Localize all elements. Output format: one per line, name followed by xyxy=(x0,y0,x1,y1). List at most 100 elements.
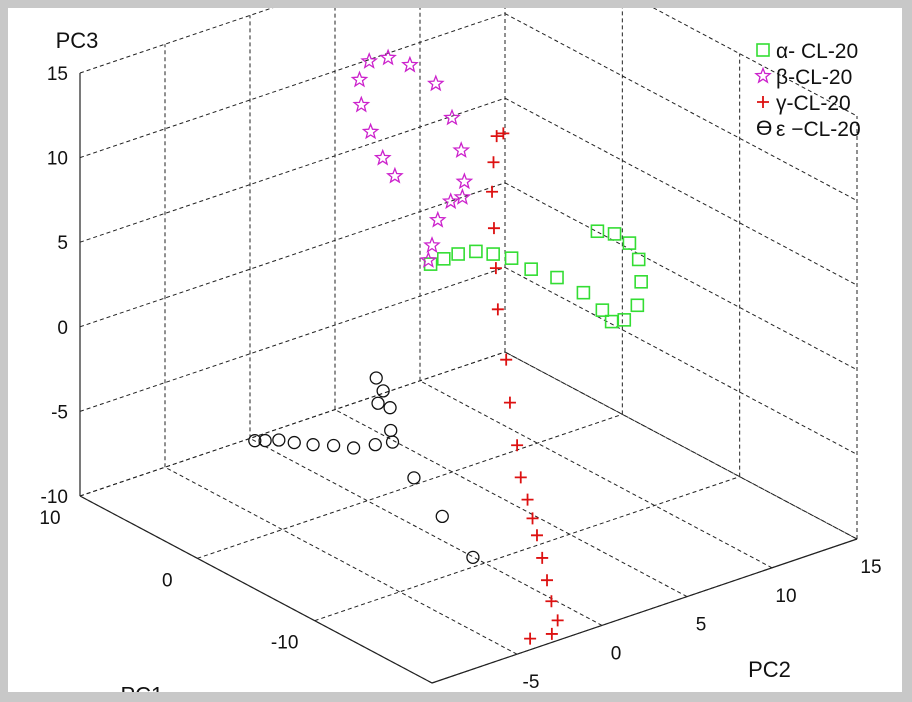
data-point xyxy=(385,166,404,184)
x-tick-label: 0 xyxy=(162,570,173,591)
data-point xyxy=(631,252,646,267)
gridline-y-floor xyxy=(164,466,518,655)
data-point xyxy=(452,141,471,158)
data-point xyxy=(407,471,421,485)
data-point xyxy=(526,512,539,525)
data-point xyxy=(248,434,262,448)
data-point xyxy=(436,252,451,266)
data-point xyxy=(443,108,461,126)
z-tick-label: 15 xyxy=(47,64,68,85)
data-point xyxy=(379,48,397,66)
z-axis-title: PC3 xyxy=(56,28,99,53)
data-point xyxy=(550,270,564,285)
z-tick-label: -5 xyxy=(51,402,68,423)
x-tick-label: -10 xyxy=(271,633,298,654)
data-point xyxy=(369,371,383,385)
data-point xyxy=(489,262,502,275)
data-point xyxy=(490,130,503,143)
gridline-z-backwall-a xyxy=(79,8,274,74)
data-point xyxy=(306,438,320,452)
data-point xyxy=(368,437,382,452)
legend: α- CL-20 β-CL-20 γ-CL-20ϴ ε −CL-20 xyxy=(754,40,861,141)
data-point xyxy=(576,285,591,300)
data-point xyxy=(469,244,483,259)
data-point xyxy=(326,438,341,453)
data-point xyxy=(530,529,543,542)
legend-label: α- CL-20 xyxy=(776,40,858,63)
data-point xyxy=(630,298,645,313)
data-point xyxy=(486,185,499,198)
data-point xyxy=(590,224,605,239)
gridline-x-floor xyxy=(79,351,506,497)
data-point xyxy=(604,314,619,329)
legend-label: γ-CL-20 xyxy=(776,92,851,115)
data-point xyxy=(401,55,419,73)
legend-marker xyxy=(756,43,770,57)
series-4 xyxy=(248,371,480,564)
data-point xyxy=(491,303,504,316)
gridline-y-floor xyxy=(334,409,688,598)
legend-label: ε −CL-20 xyxy=(776,118,861,141)
data-point xyxy=(595,303,610,317)
y-tick-label: 15 xyxy=(860,557,881,578)
data-point xyxy=(258,433,272,448)
data-point xyxy=(441,192,460,210)
data-point xyxy=(545,627,558,640)
data-point xyxy=(287,435,301,450)
x-tick-label: 10 xyxy=(39,508,60,529)
data-point xyxy=(453,188,472,205)
series-2 xyxy=(350,48,474,268)
data-point xyxy=(428,210,447,228)
z-tick-label: -10 xyxy=(41,487,68,508)
data-point xyxy=(435,509,449,524)
data-point xyxy=(419,250,438,268)
data-points xyxy=(248,48,648,645)
plot-frame: -20-10010-10-5051015-10-5051015PC1PC2PC3… xyxy=(8,8,902,692)
z-tick-label: 5 xyxy=(57,233,68,254)
legend-marker xyxy=(757,96,769,108)
legend-marker xyxy=(754,66,772,84)
y-axis-line xyxy=(431,538,858,684)
data-point xyxy=(427,74,445,92)
gridline-y-floor xyxy=(249,437,603,626)
data-point xyxy=(634,275,648,289)
data-point xyxy=(385,435,400,449)
data-point xyxy=(451,247,465,261)
data-point xyxy=(486,247,500,261)
scatter-3d-chart: -20-10010-10-5051015-10-5051015PC1PC2PC3… xyxy=(39,8,882,692)
data-point xyxy=(455,172,474,190)
data-point xyxy=(541,574,554,587)
x-axis-title: PC1 xyxy=(120,683,163,692)
gridline-z-backwall-a xyxy=(79,182,506,328)
gridline-y-floor xyxy=(504,351,858,540)
series-3 xyxy=(486,127,564,645)
gridline-x-floor xyxy=(314,476,740,622)
data-point xyxy=(487,222,500,235)
data-point xyxy=(376,384,390,398)
x-axis-line xyxy=(79,495,433,684)
gridline-x-floor xyxy=(197,413,623,559)
gridline-z-backwall-b xyxy=(504,266,858,455)
y-tick-label: 10 xyxy=(775,586,796,607)
data-point xyxy=(350,70,369,88)
data-point xyxy=(466,550,480,564)
data-point xyxy=(487,156,500,169)
series-1 xyxy=(423,224,648,329)
data-point xyxy=(346,441,361,455)
z-tick-label: 10 xyxy=(47,149,68,170)
gridline-y-floor xyxy=(419,380,773,569)
z-tick-label: 0 xyxy=(57,318,68,339)
data-point xyxy=(607,227,622,241)
data-point xyxy=(524,632,537,645)
data-point xyxy=(536,551,549,564)
data-point xyxy=(545,595,558,608)
y-tick-label: 0 xyxy=(611,643,622,664)
data-point xyxy=(551,614,564,627)
grid xyxy=(79,8,858,684)
data-point xyxy=(503,396,516,409)
gridline-z-backwall-b xyxy=(652,8,858,117)
data-point xyxy=(272,433,286,447)
data-point xyxy=(423,236,441,253)
gridline-z-backwall-b xyxy=(504,13,858,202)
